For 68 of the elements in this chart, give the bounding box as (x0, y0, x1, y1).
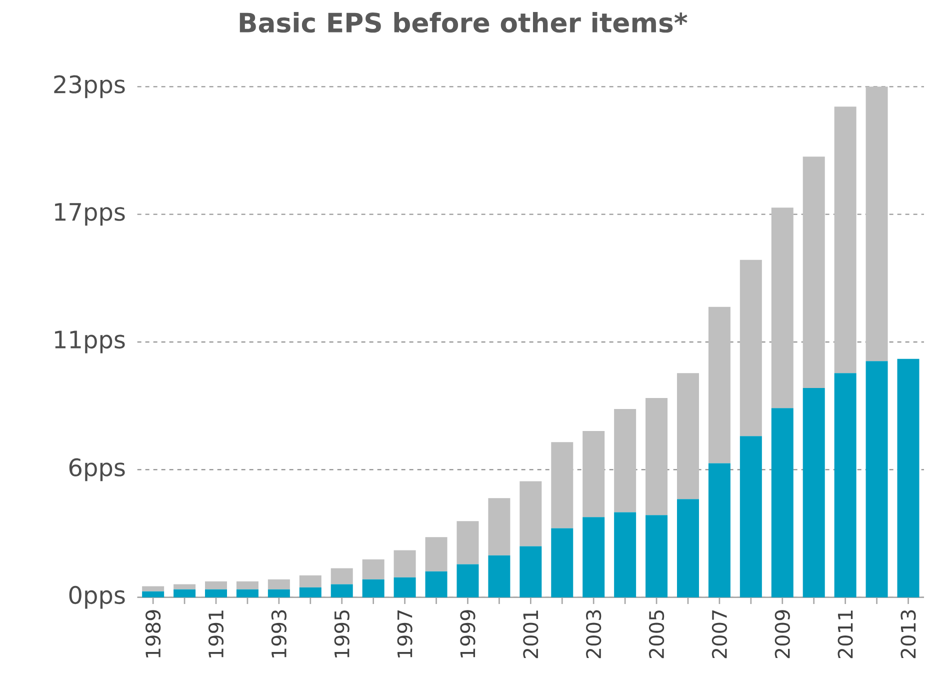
bar (834, 373, 856, 598)
y-tick-label: 11pps (55, 330, 125, 354)
bar (520, 481, 542, 546)
bar (425, 571, 448, 598)
bar (740, 436, 762, 598)
x-tick-label: 2007 (712, 610, 728, 658)
x-tick-label: 1999 (460, 610, 476, 658)
bar (174, 584, 196, 590)
bar (236, 581, 258, 590)
bar (174, 589, 196, 598)
bar (646, 515, 668, 598)
bar (394, 550, 416, 578)
bar (330, 568, 353, 584)
bar (142, 591, 164, 598)
bar (771, 408, 794, 598)
bar (614, 409, 636, 512)
bar (676, 499, 699, 598)
bar (205, 589, 228, 598)
bar (771, 208, 794, 408)
bar (456, 521, 479, 564)
bar (582, 431, 605, 518)
bar (802, 156, 825, 388)
bar (646, 398, 668, 516)
x-tick-label: 2009 (774, 610, 790, 658)
bar (708, 463, 730, 598)
bar (236, 589, 258, 598)
x-tick-label: 1989 (146, 610, 161, 658)
bar (708, 306, 730, 464)
bar (299, 575, 322, 588)
bar (614, 512, 636, 598)
bar (330, 584, 353, 598)
x-tick-label: 1993 (271, 610, 287, 658)
y-tick-label: 17pps (55, 203, 125, 226)
bar (897, 358, 920, 598)
bar (425, 537, 448, 572)
chart-title: Basic EPS before other items* (240, 12, 688, 33)
x-tick-label: 2003 (586, 610, 602, 658)
bar (582, 517, 605, 598)
bar (299, 587, 322, 598)
bar (551, 528, 574, 598)
bar (551, 442, 574, 528)
y-tick-label: 0pps (69, 586, 125, 609)
bar (362, 559, 384, 580)
x-tick-label: 2011 (838, 610, 853, 658)
bar (268, 579, 290, 590)
bar (488, 498, 510, 556)
bar (834, 106, 856, 374)
bar (740, 260, 762, 436)
bar (456, 564, 479, 598)
bar (362, 579, 384, 598)
bar (676, 373, 699, 500)
bar (142, 586, 164, 592)
bar (205, 581, 228, 590)
bar (866, 86, 888, 362)
x-tick-label: 2013 (900, 610, 916, 658)
bar (268, 589, 290, 598)
x-tick-label: 1995 (334, 610, 350, 658)
bar (520, 546, 542, 598)
x-tick-label: 2005 (648, 610, 664, 658)
x-tick-label: 1997 (397, 610, 412, 658)
bar (394, 577, 416, 598)
y-tick-label: 6pps (69, 458, 125, 482)
x-tick-label: 1991 (208, 610, 224, 658)
bar (802, 388, 825, 598)
bar (866, 361, 888, 598)
x-tick-label: 2001 (523, 610, 538, 658)
y-tick-label: 23pps (54, 75, 125, 98)
bar (488, 555, 510, 598)
